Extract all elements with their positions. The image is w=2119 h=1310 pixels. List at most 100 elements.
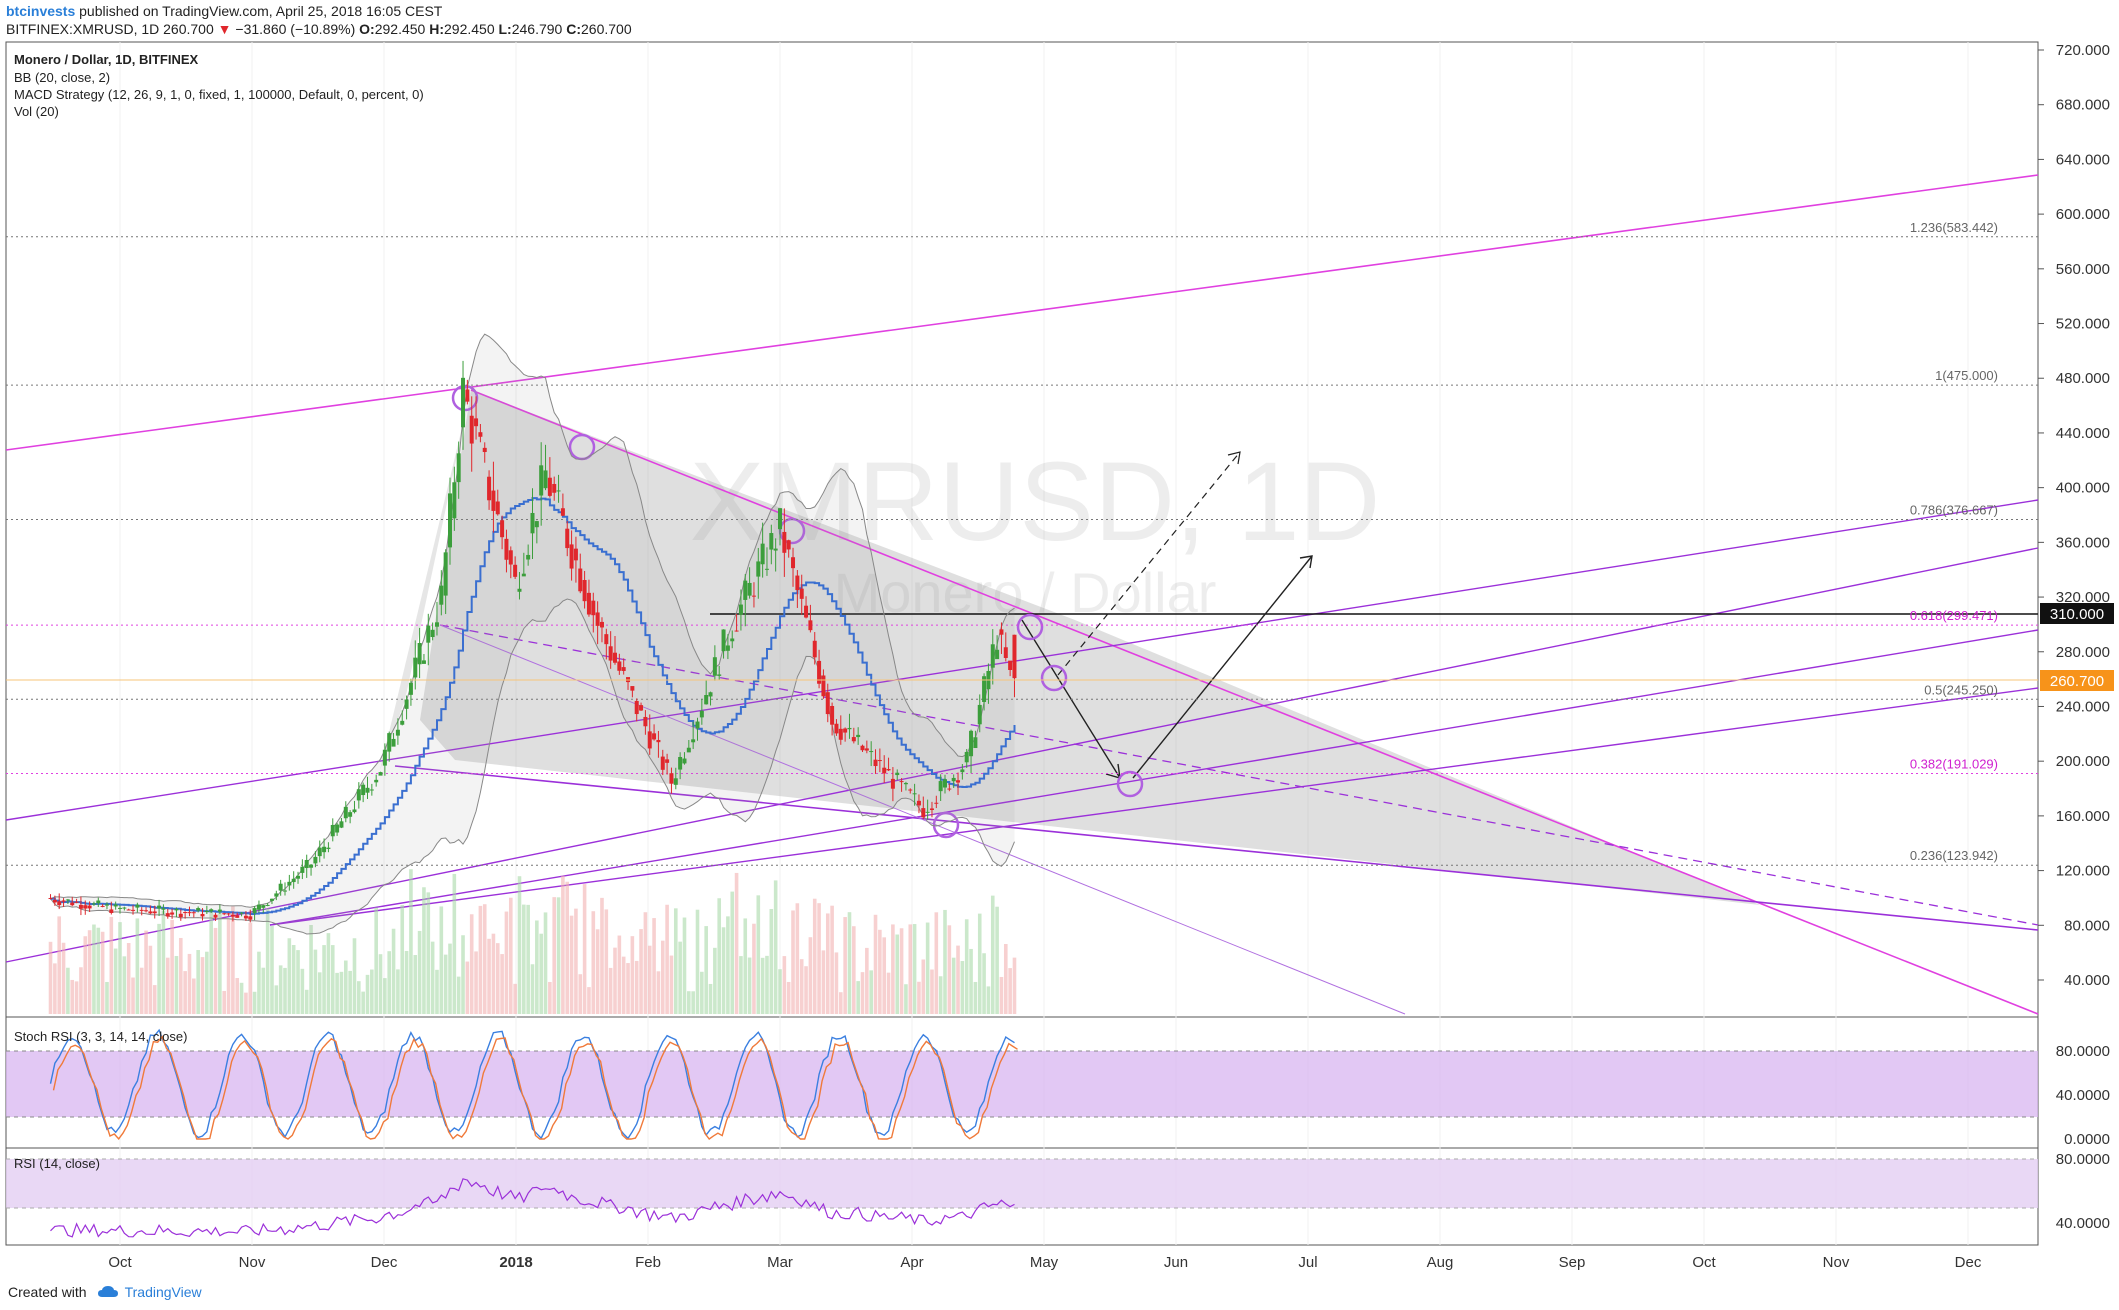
candle-body bbox=[165, 913, 170, 917]
candle-body bbox=[977, 704, 982, 725]
candles bbox=[48, 360, 1017, 923]
volume-bar bbox=[621, 956, 626, 1014]
top-channel-line[interactable] bbox=[5, 174, 2039, 451]
volume-bar bbox=[652, 918, 656, 1014]
candle-body bbox=[178, 913, 183, 918]
candle-body bbox=[430, 629, 435, 638]
candle-body bbox=[395, 729, 400, 736]
volume-bar bbox=[934, 912, 939, 1014]
volume-bar bbox=[574, 908, 578, 1014]
volume-bar bbox=[461, 935, 465, 1014]
volume-bar bbox=[865, 947, 869, 1014]
candle-body bbox=[157, 905, 162, 909]
projection-up-arrow[interactable] bbox=[1132, 555, 1313, 779]
candle-body bbox=[104, 904, 109, 906]
candle-body bbox=[990, 644, 995, 668]
pivot-circle-5[interactable] bbox=[1040, 664, 1068, 692]
down-arrow-icon: ▼ bbox=[217, 21, 232, 37]
tradingview-brand[interactable]: TradingView bbox=[97, 1284, 202, 1300]
volume-bar bbox=[304, 989, 309, 1014]
candle-body bbox=[434, 622, 439, 627]
stoch-axis[interactable]: 80.0000 40.0000 0.0000 bbox=[2056, 1043, 2110, 1148]
candle-body bbox=[222, 913, 227, 915]
candle-body bbox=[617, 661, 622, 671]
candle-body bbox=[144, 910, 149, 912]
volume-bar bbox=[925, 922, 930, 1014]
channel-line-a[interactable] bbox=[5, 499, 2039, 821]
volume-bar bbox=[109, 916, 114, 1014]
volume-bar bbox=[139, 967, 144, 1014]
candle-body bbox=[374, 779, 379, 783]
dashed-midline[interactable] bbox=[439, 624, 2039, 926]
lower-diagonal[interactable] bbox=[439, 624, 1406, 1015]
author-link[interactable]: btcinvests bbox=[6, 3, 76, 19]
gridlines bbox=[119, 42, 1969, 1245]
volume-bar bbox=[778, 969, 782, 1014]
wedge-upper-trendline[interactable] bbox=[470, 389, 2039, 1015]
candle-body bbox=[148, 911, 153, 914]
candle-body bbox=[960, 769, 965, 773]
wedge-lower-trendline[interactable] bbox=[394, 765, 2039, 931]
candle-body bbox=[487, 476, 492, 501]
volume-bar bbox=[908, 924, 913, 1014]
volume-bar bbox=[569, 915, 574, 1014]
candle-body bbox=[565, 528, 570, 549]
volume-bar bbox=[378, 954, 383, 1014]
volume-bar bbox=[604, 909, 609, 1014]
volume-bar bbox=[626, 963, 630, 1014]
pivot-circle-7[interactable] bbox=[1116, 770, 1144, 798]
candle-body bbox=[634, 700, 639, 715]
candle-body bbox=[421, 660, 426, 664]
volume-bar bbox=[239, 982, 244, 1014]
candle-body bbox=[408, 682, 413, 695]
candle-body bbox=[200, 913, 205, 917]
candle-body bbox=[513, 564, 518, 577]
fib-labels: 1.236(583.442) 1(475.000) 0.786(376.667) 0.… bbox=[1910, 220, 1998, 863]
rsi-axis[interactable]: 80.0000 40.0000 bbox=[2056, 1151, 2110, 1232]
pivot-circle-6[interactable] bbox=[932, 811, 960, 839]
candle-body bbox=[213, 914, 218, 918]
volume-bar bbox=[387, 951, 392, 1014]
candle-body bbox=[135, 904, 140, 908]
channel-line-b[interactable] bbox=[5, 547, 2039, 963]
time-axis-label: Oct bbox=[108, 1254, 132, 1271]
volume-bar bbox=[508, 897, 513, 1014]
volume-bar bbox=[231, 906, 235, 1014]
candle-body bbox=[517, 588, 522, 592]
price-axis[interactable]: 720.000 680.000 640.000 600.000 560.000 520.0… bbox=[2038, 42, 2110, 989]
stoch-axis-label: 40.0000 bbox=[2056, 1087, 2110, 1104]
volume-bar bbox=[343, 960, 348, 1014]
volume-bar bbox=[439, 906, 444, 1014]
candle-body bbox=[778, 508, 782, 530]
volume-bar bbox=[600, 897, 604, 1014]
volume-bar bbox=[995, 906, 999, 1014]
candle-body bbox=[378, 772, 383, 776]
level-310-text: 310.000 bbox=[2050, 606, 2104, 623]
candle-body bbox=[96, 900, 101, 904]
rsi-axis-label: 80.0000 bbox=[2056, 1151, 2110, 1168]
volume-bar bbox=[87, 930, 92, 1014]
candle-body bbox=[704, 695, 709, 705]
price-pane[interactable] bbox=[5, 41, 2039, 1018]
time-axis[interactable]: Oct Nov Dec 2018 Feb Mar Apr May Jun Jul Aug Sep Oct… bbox=[108, 1254, 1982, 1271]
candle-body bbox=[938, 781, 943, 792]
stoch-rsi-lines bbox=[49, 1028, 1018, 1141]
candle-body bbox=[782, 531, 787, 553]
candle-body bbox=[269, 898, 274, 901]
candle-body bbox=[304, 859, 309, 869]
volume-bar bbox=[578, 974, 583, 1014]
candle-body bbox=[812, 640, 817, 658]
candle-body bbox=[929, 808, 934, 810]
pivot-circle-4[interactable] bbox=[1016, 613, 1044, 641]
legend-title: Monero / Dollar, 1D, BITFINEX bbox=[14, 52, 199, 67]
fib-label: 1(475.000) bbox=[1935, 368, 1998, 383]
close-label: C: bbox=[566, 21, 581, 37]
volume-bar bbox=[495, 943, 500, 1014]
high-value: 292.450 bbox=[444, 21, 495, 37]
volume-bar bbox=[795, 903, 800, 1014]
volume-bar bbox=[122, 956, 127, 1014]
volume-bar bbox=[126, 943, 131, 1014]
candle-body bbox=[912, 793, 917, 795]
stoch-k-line bbox=[49, 1028, 1015, 1140]
